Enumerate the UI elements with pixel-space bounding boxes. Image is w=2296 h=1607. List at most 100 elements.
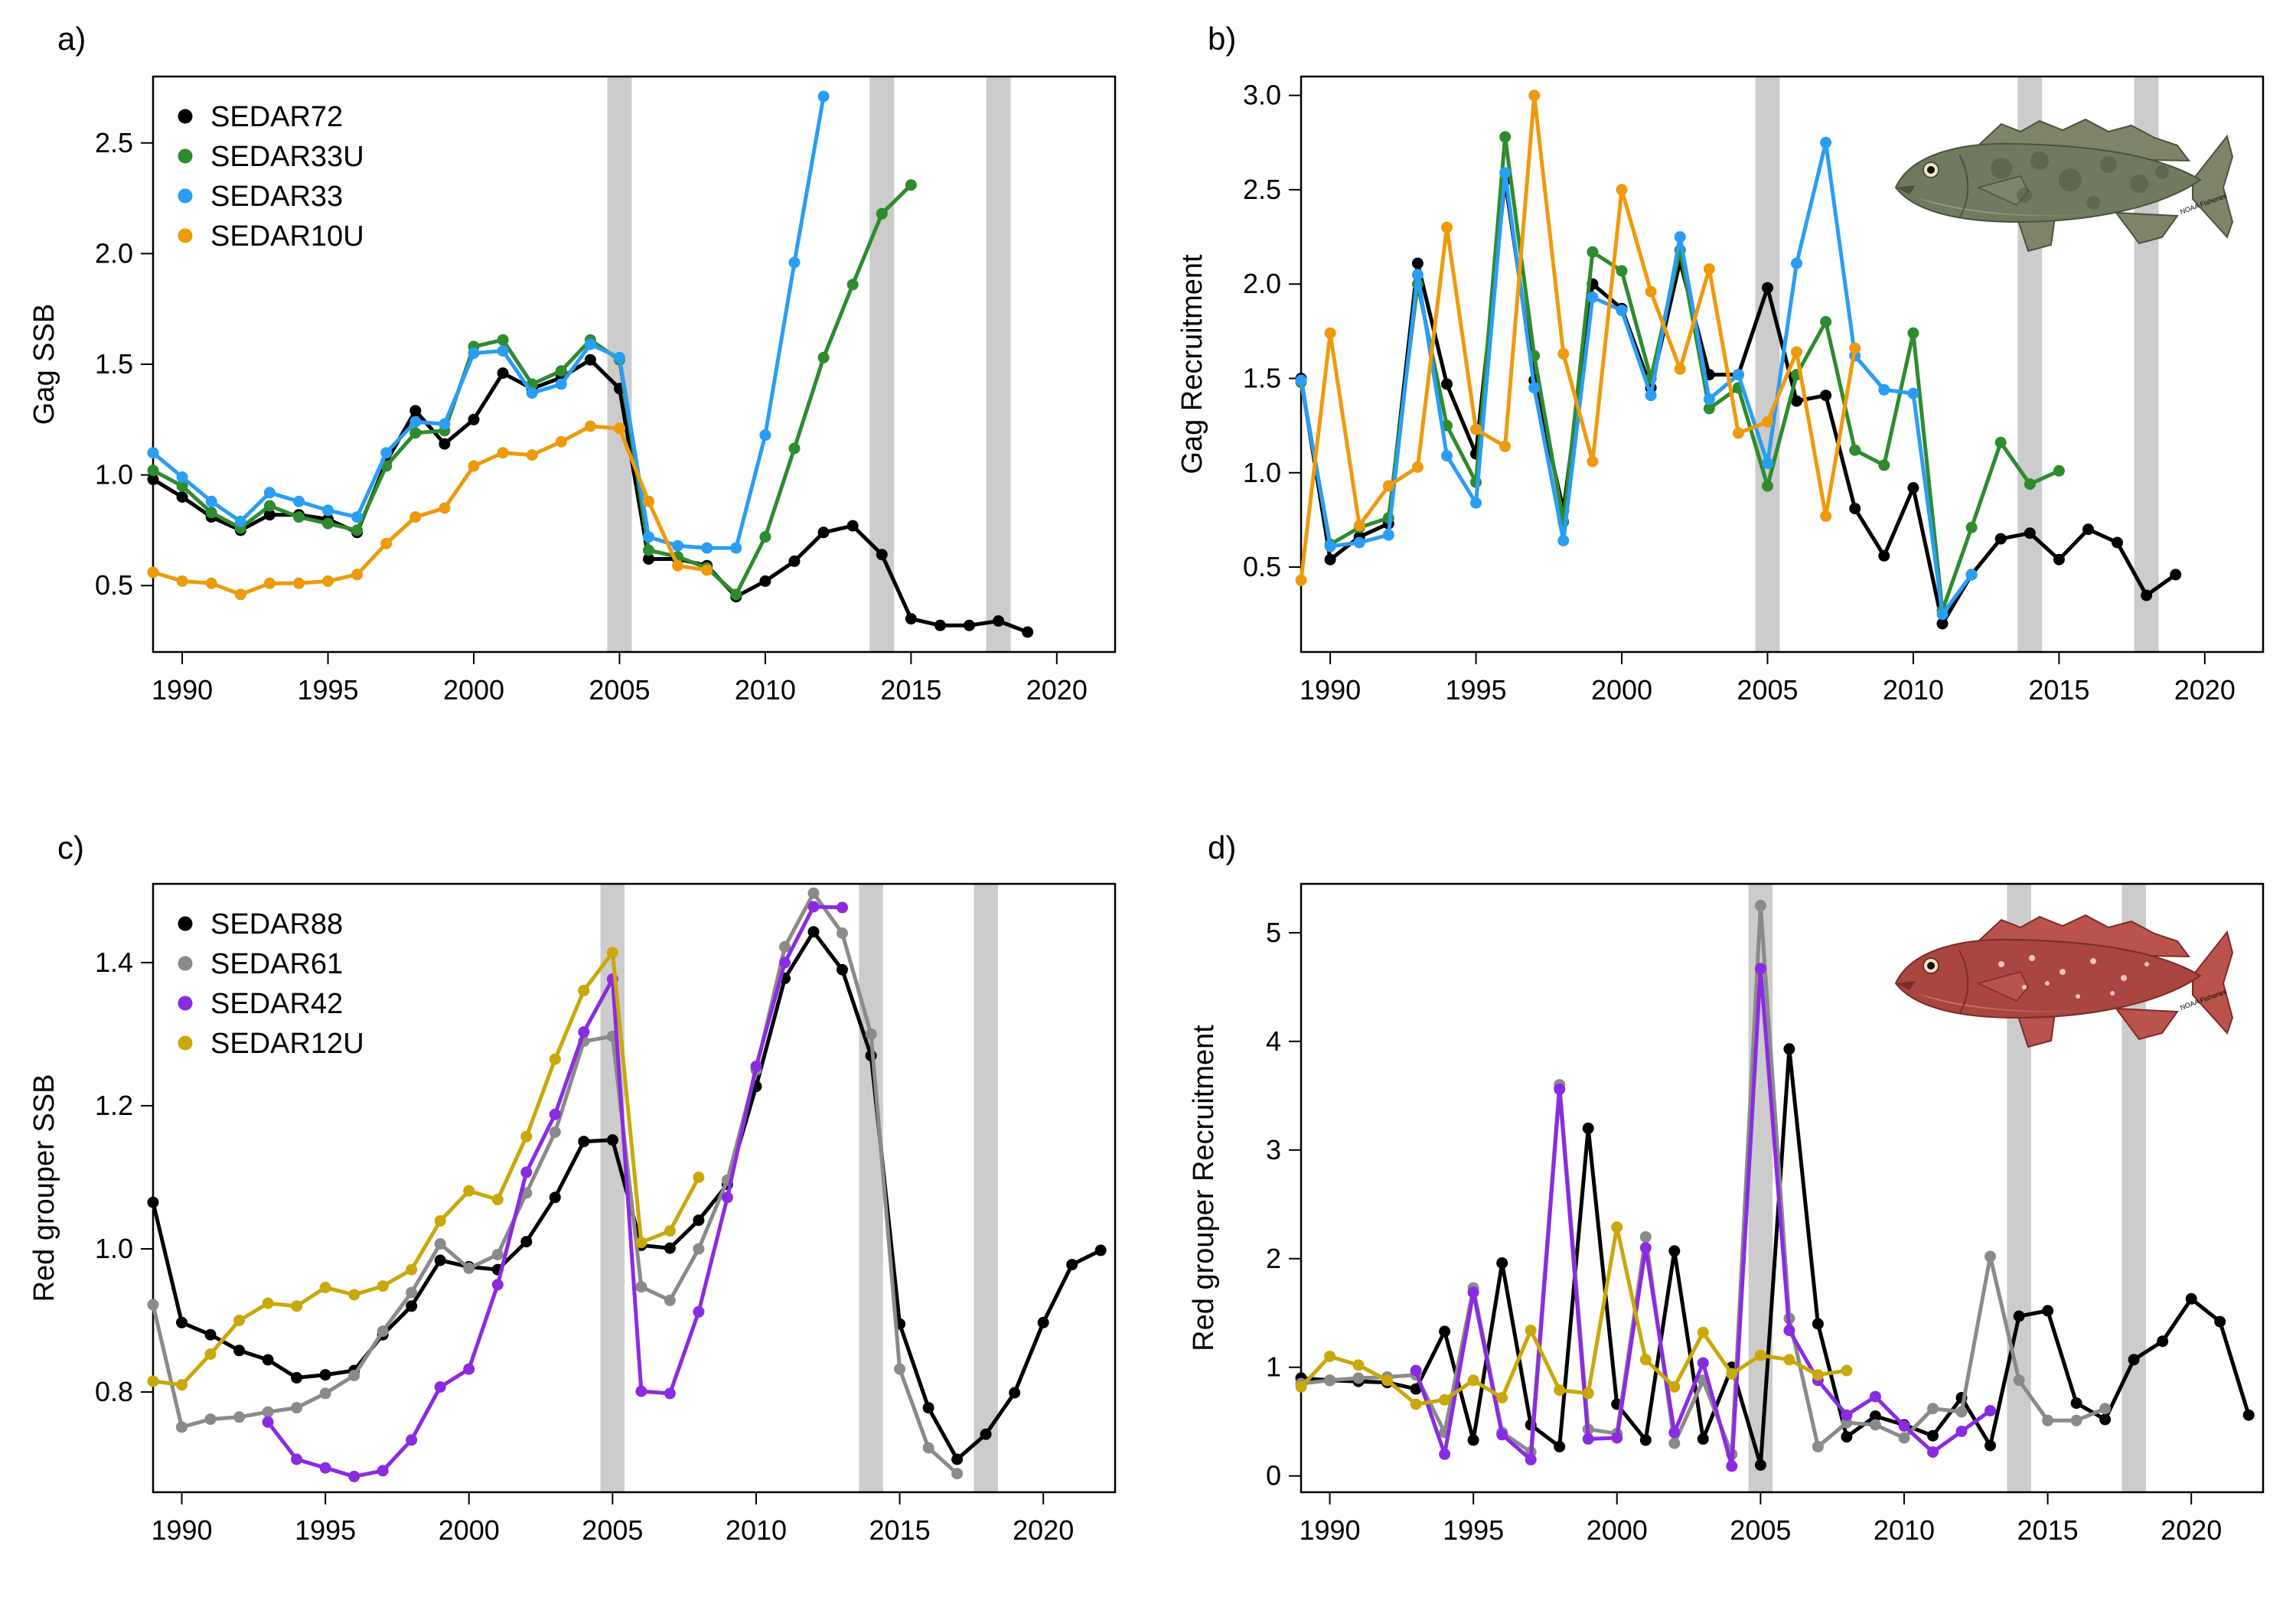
data-point bbox=[1955, 1426, 1968, 1437]
y-axis-label: Gag SSB bbox=[28, 304, 60, 425]
data-point bbox=[643, 553, 654, 565]
fish-spot bbox=[2045, 981, 2050, 986]
fish-spot bbox=[2030, 152, 2049, 170]
data-point bbox=[1467, 1286, 1479, 1299]
data-point bbox=[1295, 1380, 1307, 1393]
legend-marker bbox=[178, 956, 193, 971]
fish-spot bbox=[2060, 969, 2066, 975]
data-point bbox=[1411, 461, 1424, 473]
legend-entry: SEDAR10U bbox=[210, 220, 364, 253]
data-point bbox=[1878, 383, 1890, 396]
data-point bbox=[951, 1453, 964, 1465]
plot-frame bbox=[1300, 882, 2265, 1494]
data-point bbox=[406, 1434, 418, 1446]
data-point bbox=[1499, 167, 1512, 179]
data-point bbox=[406, 1286, 418, 1299]
data-point bbox=[894, 1363, 906, 1375]
data-point bbox=[1582, 1387, 1594, 1400]
y-tick-label: 3.0 bbox=[1243, 80, 1281, 111]
data-point bbox=[147, 447, 159, 459]
data-point bbox=[1841, 1431, 1853, 1443]
y-tick-label: 0.5 bbox=[1243, 551, 1281, 582]
x-tick-label: 2000 bbox=[443, 674, 504, 706]
data-point bbox=[1616, 305, 1628, 317]
data-point bbox=[1557, 535, 1570, 546]
data-point bbox=[1762, 480, 1773, 492]
data-point bbox=[693, 1243, 705, 1255]
data-point bbox=[807, 901, 820, 913]
data-point bbox=[322, 504, 334, 517]
data-point bbox=[1985, 1439, 1996, 1452]
data-point bbox=[409, 405, 422, 417]
data-point bbox=[2070, 1397, 2082, 1410]
legend-entry: SEDAR88 bbox=[210, 908, 343, 940]
x-tick-label: 2005 bbox=[1737, 674, 1798, 706]
x-tick-label: 2000 bbox=[1591, 674, 1652, 706]
data-point bbox=[233, 1411, 246, 1423]
data-point bbox=[1441, 450, 1453, 462]
data-point bbox=[807, 926, 820, 938]
y-tick-label: 0 bbox=[1266, 1460, 1281, 1491]
data-point bbox=[1697, 1357, 1709, 1369]
data-point bbox=[1783, 1325, 1795, 1336]
data-point bbox=[779, 940, 791, 953]
data-point bbox=[1994, 436, 2007, 448]
shaded-year-band bbox=[859, 884, 883, 1492]
data-point bbox=[322, 517, 334, 530]
data-point bbox=[578, 984, 590, 996]
data-point bbox=[2070, 1414, 2082, 1426]
fish-anal-fin bbox=[2114, 211, 2179, 245]
data-point bbox=[635, 1281, 647, 1293]
data-point bbox=[1022, 626, 1034, 638]
legend-entry: SEDAR72 bbox=[210, 101, 343, 133]
data-point bbox=[1907, 482, 1919, 494]
data-point bbox=[1754, 1459, 1766, 1471]
legend-marker bbox=[178, 916, 193, 931]
data-point bbox=[1439, 1325, 1451, 1338]
data-point bbox=[759, 575, 771, 587]
data-point bbox=[1849, 342, 1861, 354]
x-tick-label: 2005 bbox=[589, 674, 650, 706]
shaded-year-band bbox=[974, 884, 998, 1492]
data-point bbox=[1411, 257, 1424, 269]
data-point bbox=[263, 577, 276, 589]
series-line-sedar42 bbox=[1414, 966, 1991, 1468]
data-point bbox=[1616, 184, 1628, 196]
data-point bbox=[1820, 136, 1832, 148]
data-point bbox=[1732, 427, 1744, 439]
x-tick-label: 1995 bbox=[1443, 1514, 1504, 1546]
data-point bbox=[1587, 292, 1599, 303]
fish-mouth bbox=[1896, 185, 1916, 194]
data-point bbox=[1820, 390, 1832, 402]
data-point bbox=[1528, 382, 1541, 394]
y-tick-label: 1.4 bbox=[95, 947, 133, 978]
data-point bbox=[578, 1026, 590, 1038]
data-point bbox=[1754, 963, 1766, 975]
fish-gill bbox=[1958, 154, 1969, 219]
fish-spot bbox=[1991, 158, 2012, 179]
legend-marker bbox=[178, 188, 193, 204]
data-point bbox=[2185, 1292, 2197, 1305]
data-point bbox=[406, 1263, 418, 1276]
data-point bbox=[1668, 1380, 1681, 1393]
data-point bbox=[520, 1130, 533, 1143]
plot-frame bbox=[152, 882, 1117, 1494]
data-point bbox=[1554, 1384, 1566, 1397]
data-point bbox=[1985, 1250, 1996, 1263]
data-point bbox=[1762, 416, 1773, 428]
y-tick-label: 2.0 bbox=[1243, 268, 1281, 299]
y-tick-label: 5 bbox=[1266, 917, 1281, 948]
fish-gill bbox=[1958, 950, 1969, 1015]
fish-spot bbox=[2086, 196, 2100, 210]
fish-body bbox=[1894, 938, 2202, 1019]
data-point bbox=[1525, 1325, 1537, 1336]
data-point bbox=[549, 1191, 561, 1204]
data-point bbox=[204, 1348, 217, 1360]
data-point bbox=[1812, 1440, 1824, 1452]
data-point bbox=[1587, 246, 1599, 258]
fish-pectoral-fin bbox=[1976, 971, 2029, 1002]
data-point bbox=[1616, 265, 1628, 277]
data-point bbox=[322, 575, 334, 587]
shaded-year-band bbox=[869, 77, 895, 652]
data-point bbox=[1762, 457, 1773, 469]
